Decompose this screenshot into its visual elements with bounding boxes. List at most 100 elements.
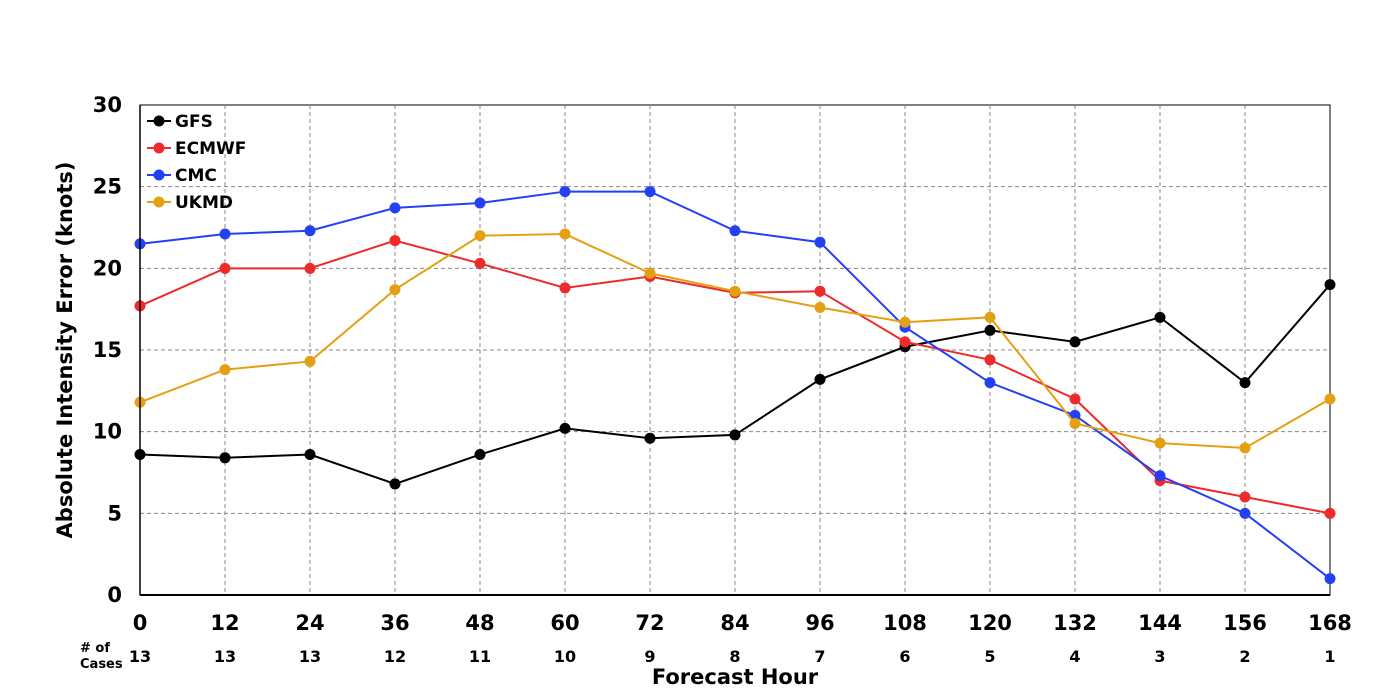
data-point-gfs bbox=[389, 478, 401, 490]
data-point-ukmd bbox=[219, 364, 231, 376]
legend-item-ukmd: UKMD bbox=[147, 193, 233, 213]
y-tick-label: 5 bbox=[107, 501, 122, 525]
x-tick-label: 156 bbox=[1223, 611, 1267, 635]
series-cmc bbox=[134, 186, 1336, 585]
data-point-ecmwf bbox=[1069, 393, 1081, 405]
y-tick-label: 10 bbox=[93, 420, 122, 444]
data-point-cmc bbox=[984, 377, 996, 389]
case-count: 2 bbox=[1239, 647, 1250, 666]
data-point-ecmwf bbox=[559, 282, 571, 294]
x-tick-label: 96 bbox=[805, 611, 834, 635]
data-point-gfs bbox=[729, 429, 741, 441]
data-point-ukmd bbox=[814, 302, 826, 314]
series-layer bbox=[134, 186, 1336, 585]
data-point-cmc bbox=[1324, 573, 1336, 585]
legend-swatch-marker bbox=[153, 196, 165, 208]
data-point-ukmd bbox=[304, 355, 316, 367]
data-point-ukmd bbox=[1069, 418, 1081, 429]
data-point-gfs bbox=[814, 373, 826, 385]
data-point-gfs bbox=[644, 432, 656, 444]
data-point-ukmd bbox=[1239, 442, 1251, 454]
y-axis-label: Absolute Intensity Error (knots) bbox=[53, 162, 77, 539]
case-count: 11 bbox=[469, 647, 491, 666]
x-tick-label: 24 bbox=[295, 611, 324, 635]
case-count: 4 bbox=[1069, 647, 1080, 666]
y-tick-label: 20 bbox=[93, 256, 122, 280]
data-point-cmc bbox=[814, 236, 826, 248]
case-count: 13 bbox=[299, 647, 321, 666]
data-point-gfs bbox=[304, 449, 316, 461]
data-point-gfs bbox=[1069, 336, 1081, 348]
y-tick-labels: 0 5 10 15 20 25 30 bbox=[93, 93, 122, 607]
case-count: 9 bbox=[644, 647, 655, 666]
data-point-ecmwf bbox=[984, 354, 996, 366]
cases-row: 13 13 13 12 11 10 9 8 7 6 5 4 3 2 1 bbox=[129, 647, 1336, 666]
data-point-ukmd bbox=[899, 316, 911, 328]
case-count: 5 bbox=[984, 647, 995, 666]
y-tick-label: 30 bbox=[93, 93, 122, 117]
x-tick-labels: 0 12 24 36 48 60 72 84 96 108 120 132 144 156 168 bbox=[133, 611, 1352, 635]
data-point-ukmd bbox=[474, 230, 486, 242]
data-point-cmc bbox=[559, 186, 571, 198]
x-tick-label: 120 bbox=[968, 611, 1012, 635]
case-count: 12 bbox=[384, 647, 406, 666]
data-point-ecmwf bbox=[304, 262, 316, 274]
y-tick-label: 0 bbox=[107, 583, 122, 607]
data-point-gfs bbox=[1154, 311, 1166, 323]
data-point-gfs bbox=[559, 422, 571, 434]
data-point-ecmwf bbox=[389, 235, 401, 247]
case-count: 13 bbox=[214, 647, 236, 666]
series-ukmd bbox=[134, 228, 1336, 454]
legend-item-cmc: CMC bbox=[147, 166, 217, 186]
x-tick-label: 108 bbox=[883, 611, 927, 635]
data-point-ecmwf bbox=[219, 262, 231, 274]
x-tick-label: 36 bbox=[380, 611, 409, 635]
data-point-ukmd bbox=[644, 267, 656, 279]
legend-swatch-marker bbox=[153, 115, 165, 127]
data-point-ukmd bbox=[729, 285, 741, 297]
data-point-ecmwf bbox=[899, 336, 911, 348]
data-point-gfs bbox=[1324, 279, 1336, 291]
x-tick-label: 132 bbox=[1053, 611, 1097, 635]
cases-label-line2: Cases bbox=[80, 657, 123, 672]
data-point-ukmd bbox=[389, 284, 401, 296]
data-point-ukmd bbox=[559, 228, 571, 240]
data-point-cmc bbox=[1239, 507, 1251, 519]
x-tick-label: 84 bbox=[720, 611, 749, 635]
data-point-cmc bbox=[389, 202, 401, 214]
case-count: 13 bbox=[129, 647, 151, 666]
data-point-cmc bbox=[219, 228, 231, 240]
x-tick-label: 48 bbox=[465, 611, 494, 635]
x-tick-label: 144 bbox=[1138, 611, 1182, 635]
x-tick-label: 168 bbox=[1308, 611, 1352, 635]
data-point-ukmd bbox=[984, 311, 996, 323]
data-point-ecmwf bbox=[1239, 491, 1251, 503]
data-point-gfs bbox=[474, 449, 486, 461]
data-point-ukmd bbox=[1154, 437, 1166, 449]
data-point-ecmwf bbox=[1324, 507, 1336, 519]
data-point-gfs bbox=[1239, 377, 1251, 389]
data-point-cmc bbox=[729, 225, 741, 237]
legend-label: GFS bbox=[175, 112, 213, 132]
case-count: 7 bbox=[814, 647, 825, 666]
data-point-cmc bbox=[1154, 470, 1166, 482]
legend: GFS ECMWF CMC UKMD bbox=[147, 112, 246, 213]
legend-item-ecmwf: ECMWF bbox=[147, 139, 246, 159]
x-tick-label: 0 bbox=[133, 611, 148, 635]
data-point-ukmd bbox=[1324, 393, 1336, 405]
legend-swatch-marker bbox=[153, 169, 165, 181]
data-point-cmc bbox=[1069, 409, 1081, 421]
legend-label: UKMD bbox=[175, 193, 233, 213]
y-tick-label: 25 bbox=[93, 175, 122, 199]
data-point-cmc bbox=[644, 186, 656, 198]
data-point-cmc bbox=[304, 225, 316, 237]
data-point-ecmwf bbox=[814, 285, 826, 297]
data-point-gfs bbox=[219, 452, 231, 464]
data-point-cmc bbox=[474, 197, 486, 209]
case-count: 3 bbox=[1154, 647, 1165, 666]
legend-item-gfs: GFS bbox=[147, 112, 213, 132]
legend-label: CMC bbox=[175, 166, 217, 186]
case-count: 8 bbox=[729, 647, 740, 666]
x-axis-label: Forecast Hour bbox=[652, 665, 819, 689]
